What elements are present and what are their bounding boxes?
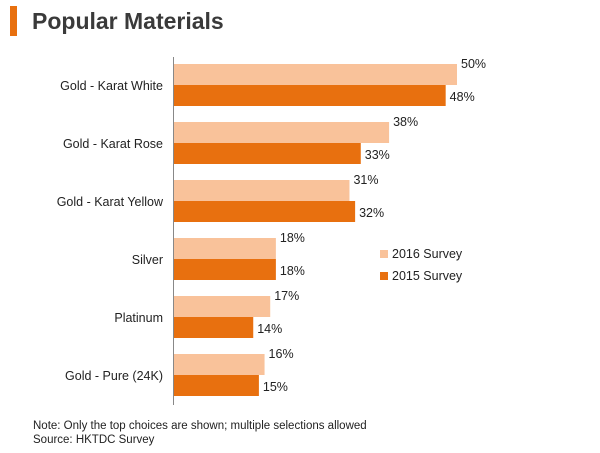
legend-swatch-2015 <box>380 272 388 280</box>
legend-label: 2016 Survey <box>392 247 463 261</box>
category-label: Platinum <box>114 311 163 325</box>
category-label: Silver <box>132 253 163 267</box>
bar-2015 <box>174 259 276 280</box>
data-label: 15% <box>263 380 288 394</box>
data-label: 38% <box>393 115 418 129</box>
bar-2016 <box>174 122 390 143</box>
category-label: Gold - Pure (24K) <box>65 369 163 383</box>
bar-2015 <box>174 317 254 338</box>
data-label: 33% <box>365 148 390 162</box>
bar-2016 <box>174 238 276 259</box>
chart-notes: Note: Only the top choices are shown; mu… <box>33 419 367 447</box>
legend-swatch-2016 <box>380 250 388 258</box>
data-label: 18% <box>280 231 305 245</box>
data-label: 32% <box>359 206 384 220</box>
note-text: Note: Only the top choices are shown; mu… <box>33 420 367 432</box>
legend-label: 2015 Survey <box>392 269 463 283</box>
bar-2015 <box>174 201 356 222</box>
category-label: Gold - Karat White <box>60 79 163 93</box>
category-label: Gold - Karat Rose <box>63 137 163 151</box>
bar-2016 <box>174 354 265 375</box>
data-label: 17% <box>274 289 299 303</box>
bar-2016 <box>174 296 271 317</box>
title-accent-bar <box>10 6 17 36</box>
bar-2015 <box>174 375 259 396</box>
data-label: 18% <box>280 264 305 278</box>
bar-2016 <box>174 180 350 201</box>
bar-2016 <box>174 64 457 85</box>
category-label: Gold - Karat Yellow <box>57 195 164 209</box>
page-title: Popular Materials <box>32 8 224 34</box>
data-label: 48% <box>450 90 475 104</box>
data-label: 31% <box>353 173 378 187</box>
source-text: Source: HKTDC Survey <box>33 434 155 446</box>
data-label: 14% <box>257 322 282 336</box>
data-label: 16% <box>269 347 294 361</box>
bar-2015 <box>174 143 361 164</box>
bar-2015 <box>174 85 446 106</box>
data-label: 50% <box>461 57 486 71</box>
